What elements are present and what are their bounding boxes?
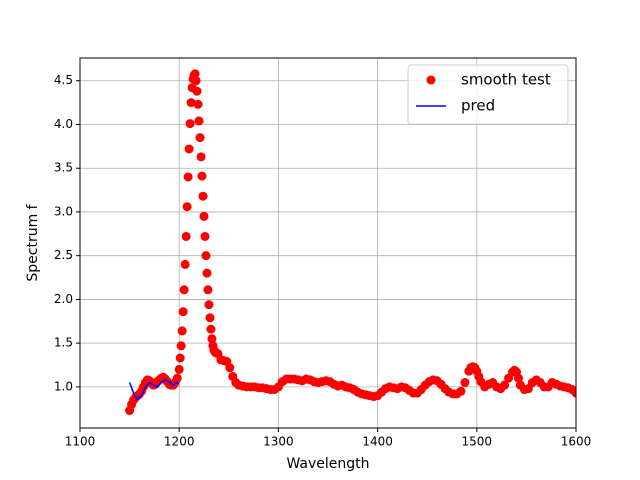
data-point [204,300,214,310]
data-point [185,119,195,129]
data-point [199,211,209,221]
data-point [172,373,182,383]
mark-layer [125,69,576,416]
label-layer: 1100 1200 1300 1400 1500 1600 1.0 1.5 2.0 2.5 3.0 3… [54,73,591,448]
x-tick-label: 1300 [263,435,294,449]
data-point [196,152,206,162]
y-tick-label: 2.0 [54,292,73,306]
y-tick-label: 1.5 [54,336,73,350]
data-point [182,202,192,212]
data-point [175,353,185,363]
data-point [191,76,201,86]
y-tick-label: 1.0 [54,379,73,393]
data-point [176,341,186,351]
data-point [184,144,194,154]
data-point [186,98,196,108]
data-line [128,378,180,401]
data-point [192,86,202,96]
data-point [180,259,190,269]
legend-box [407,64,569,125]
grid-layer [79,58,577,428]
y-axis-label: Spectrum f [25,203,41,281]
y-tick-label: 3.5 [54,161,73,175]
data-point [198,191,208,201]
data-point [206,324,216,334]
data-point [205,313,215,323]
data-point [179,285,189,295]
data-point [207,334,217,344]
data-point [181,231,191,241]
x-tick-label: 1600 [561,435,592,449]
data-point [190,69,200,79]
x-axis-label: Wavelength [286,456,369,472]
y-tick-label: 4.5 [54,73,73,87]
legend-marker [426,75,436,85]
data-point [460,378,470,388]
data-point [225,363,235,373]
legend-label: pred [461,97,495,115]
x-tick-label: 1400 [362,435,393,449]
data-point [201,251,211,261]
y-tick-label: 3.0 [54,204,73,218]
x-tick-label: 1200 [164,435,195,449]
data-point [500,380,510,390]
x-tick-label: 1500 [462,435,493,449]
data-point [195,133,205,143]
data-point [571,388,576,398]
data-point [178,307,188,317]
data-point [513,373,523,383]
data-point [174,364,184,374]
legend-label: smooth test [461,71,551,89]
data-point [202,268,212,278]
data-point [194,116,204,126]
x-tick-label: 1100 [65,435,96,449]
legend: smooth test pred [407,64,569,125]
y-tick-label: 4.0 [54,117,73,131]
data-point [193,99,203,109]
data-point [456,386,466,396]
plot-frame [79,57,577,429]
data-point [183,172,193,182]
data-point [200,231,210,241]
data-point [197,171,207,181]
data-point [177,326,187,336]
data-point [203,285,213,295]
y-tick-label: 2.5 [54,248,73,262]
